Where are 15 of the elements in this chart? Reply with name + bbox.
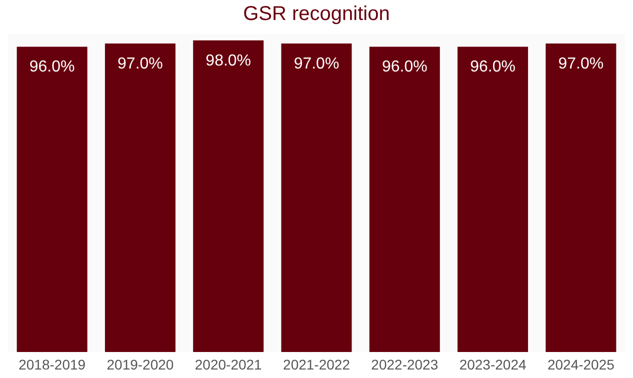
x-tick-label: 2022-2023 [371,356,438,372]
x-tick-label: 2024-2025 [547,356,615,372]
data-label: 98.0% [206,52,252,70]
data-label: 97.0% [294,56,340,73]
x-tick-label: 2018-2019 [18,356,86,372]
data-label: 97.0% [558,56,604,73]
data-label: 96.0% [29,58,75,76]
x-tick-label: 2021-2022 [283,356,350,372]
x-tick-label: 2020-2021 [194,356,262,372]
x-tick-label: 2023-2024 [459,356,526,372]
x-tick-label: 2019-2020 [106,356,174,372]
chart-title: GSR recognition [243,3,390,25]
data-label: 96.0% [470,58,516,76]
data-label: 97.0% [118,56,163,73]
data-label: 96.0% [382,58,428,76]
